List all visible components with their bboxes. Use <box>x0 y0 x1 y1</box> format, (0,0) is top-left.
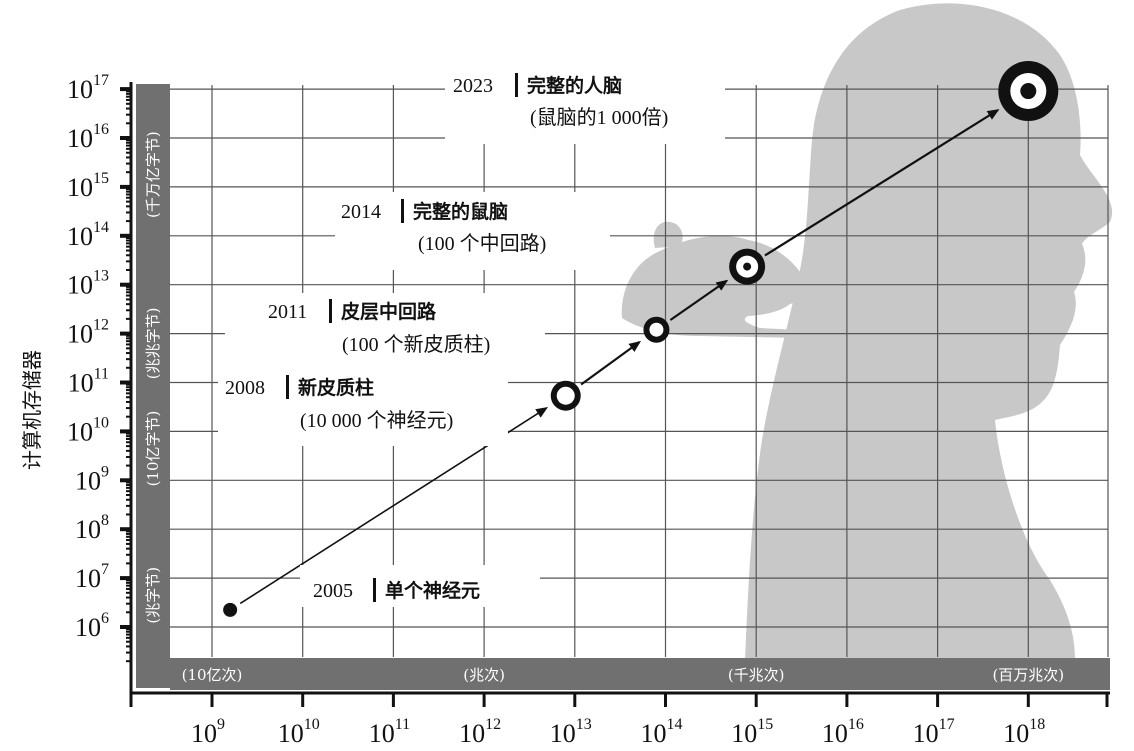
y-tick-label: 1016 <box>67 121 109 153</box>
y-tick-label: 1010 <box>67 414 109 446</box>
annotation-year: 2023 <box>453 75 493 97</box>
annotation-background <box>445 66 725 144</box>
trend-arrow <box>764 109 1000 257</box>
y-tick-label: 1015 <box>67 170 109 202</box>
data-points <box>223 61 1059 617</box>
annotation-separator <box>373 578 376 602</box>
annotation-2005: 2005 单个神经元 <box>300 565 540 607</box>
y-tick-label: 1013 <box>67 268 109 300</box>
annotation-background <box>335 192 610 270</box>
annotation-year: 2011 <box>268 301 307 323</box>
annotation-subtitle: (鼠脑的1 000倍) <box>530 106 668 129</box>
y-unit-label: (兆字节) <box>144 567 162 624</box>
y-tick-label: 109 <box>75 463 109 495</box>
x-tick-label: 1011 <box>369 716 410 748</box>
data-point-2005 <box>223 602 238 617</box>
x-tick-label: 1015 <box>731 716 773 748</box>
x-tick-label: 1010 <box>278 716 320 748</box>
data-point-center <box>743 262 752 271</box>
y-tick-label: 108 <box>75 512 109 544</box>
x-axis-unit-bands: (10亿次) (兆次) (千兆次) (百万兆次) <box>170 658 1110 690</box>
x-unit-label: (10亿次) <box>182 666 243 684</box>
annotation-separator <box>515 73 518 97</box>
milestone-annotations: 2005 单个神经元 2008 新皮质柱 (10 000 个神经元) 2011 皮层中回路 (… <box>218 66 725 607</box>
annotation-2011: 2011 皮层中回路 (100 个新皮质柱) <box>225 293 545 371</box>
data-point-inner <box>649 322 664 337</box>
x-tick-label: 1017 <box>913 716 955 748</box>
x-tick-label: 1018 <box>1003 716 1045 748</box>
annotation-title: 单个神经元 <box>385 579 480 602</box>
annotation-2023: 2023 完整的人脑 (鼠脑的1 000倍) <box>445 66 725 144</box>
annotation-2014: 2014 完整的鼠脑 (100 个中回路) <box>335 192 610 270</box>
annotation-title: 完整的人脑 <box>527 74 622 97</box>
annotation-separator <box>401 199 404 223</box>
annotation-subtitle: (10 000 个神经元) <box>300 409 453 432</box>
annotation-2008: 2008 新皮质柱 (10 000 个神经元) <box>218 368 508 446</box>
y-unit-label: (兆兆字节) <box>144 308 162 380</box>
y-axis-unit-bands: (兆字节) (10亿字节) (兆兆字节) (千万亿字节) <box>136 84 170 688</box>
trend-arrow <box>669 279 729 321</box>
human-head-silhouette <box>745 3 1113 660</box>
x-tick-label: 1014 <box>641 716 683 748</box>
y-axis-label: 计算机存储器 <box>20 350 44 470</box>
annotation-background <box>225 293 545 371</box>
y-tick-label: 1014 <box>67 219 109 251</box>
y-unit-label: (千万亿字节) <box>144 131 162 218</box>
annotation-separator <box>286 375 289 399</box>
x-unit-label: (兆次) <box>463 666 505 684</box>
x-tick-label: 1013 <box>550 716 592 748</box>
annotation-title: 皮层中回路 <box>341 300 437 323</box>
annotation-year: 2014 <box>341 201 381 223</box>
annotation-title: 完整的鼠脑 <box>413 200 508 223</box>
y-tick-label: 1011 <box>68 366 109 398</box>
x-unit-band <box>170 658 1110 690</box>
data-point-center <box>1020 83 1037 100</box>
trend-arrow <box>580 340 642 386</box>
y-unit-label: (10亿字节) <box>144 411 162 487</box>
annotation-year: 2008 <box>225 377 265 399</box>
annotation-separator <box>329 299 332 323</box>
y-unit-band <box>136 84 170 688</box>
y-tick-label: 106 <box>75 610 109 642</box>
y-tick-label: 1012 <box>67 317 109 349</box>
x-tick-label: 109 <box>191 716 225 748</box>
annotation-year: 2005 <box>313 580 353 602</box>
y-tick-label: 107 <box>75 561 109 593</box>
annotation-background <box>300 565 540 607</box>
x-unit-label: (千兆次) <box>728 666 785 684</box>
x-unit-label: (百万兆次) <box>992 666 1064 684</box>
axes <box>120 82 1110 707</box>
x-tick-label: 1012 <box>459 716 501 748</box>
x-tick-label: 1016 <box>822 716 864 748</box>
annotation-subtitle: (100 个中回路) <box>418 232 546 255</box>
y-tick-label: 1017 <box>67 72 109 104</box>
annotation-subtitle: (100 个新皮质柱) <box>342 333 490 356</box>
annotation-title: 新皮质柱 <box>298 376 374 399</box>
annotation-background <box>218 368 508 446</box>
data-point-inner <box>556 386 575 405</box>
